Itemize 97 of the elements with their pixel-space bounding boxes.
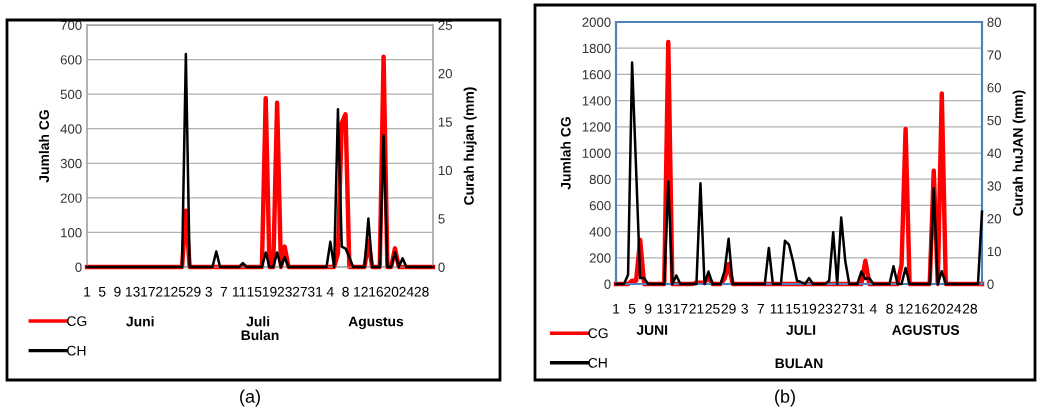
x-tick-label: 20: [930, 303, 945, 314]
y-tick-label: 1400: [582, 96, 611, 106]
y-axis-title: Jumlah CG: [38, 110, 50, 183]
x-tick-label: 31: [307, 286, 323, 297]
y2-tick-label: 5: [438, 214, 445, 224]
legend-label: CG: [588, 328, 608, 339]
text: Agustus: [348, 316, 404, 330]
x-tick-label: 3: [205, 286, 212, 297]
x-tick-label: 4: [869, 303, 877, 314]
text: Juni: [126, 316, 154, 327]
x-tick-label: 19: [262, 286, 277, 297]
y2-axis-title: Curah hujan (mm): [463, 87, 477, 205]
x-tick-label: 25: [705, 303, 720, 314]
y-tick-label: 600: [60, 55, 82, 65]
y2-tick-label: 30: [987, 181, 1002, 191]
y-tick-label: 100: [61, 228, 82, 238]
y2-tick-label: 25: [438, 20, 452, 30]
y-tick-label: 200: [60, 193, 82, 203]
x-tick-label: 11: [232, 286, 246, 297]
x-tick-label: 27: [834, 303, 849, 314]
x-tick-label: 23: [277, 286, 292, 297]
y2-tick-label: 10: [438, 165, 453, 176]
x-tick-label: 29: [186, 286, 201, 297]
x-tick-label: 4: [326, 286, 334, 297]
x-tick-label: 24: [399, 286, 414, 297]
y2-tick-label: 0: [987, 279, 994, 289]
x-tick-label: 5: [98, 286, 106, 297]
x-tick-label: 1: [613, 303, 620, 314]
y-tick-label: 600: [589, 200, 611, 211]
y2-tick-label: 50: [987, 115, 1002, 126]
x-tick-label: 7: [220, 286, 228, 297]
x-tick-label: 8: [886, 303, 893, 314]
y-tick-label: 0: [75, 262, 82, 272]
legend-label: CG: [67, 316, 87, 326]
x-tick-label: 15: [247, 286, 262, 297]
x-tick-label: 20: [384, 286, 399, 297]
y2-tick-label: 80: [987, 17, 1002, 27]
x-tick-label: 31: [850, 303, 865, 314]
y-tick-label: 200: [589, 253, 611, 263]
text: (b): [775, 389, 795, 407]
x-tick-label: 29: [721, 303, 736, 314]
x-tick-label: 16: [915, 303, 929, 314]
x-axis-title: BULAN: [775, 358, 823, 369]
text: AGUSTUS: [892, 325, 960, 335]
y2-axis-title: Curah huJAN (mm): [1012, 90, 1026, 216]
y-tick-label: 300: [60, 158, 82, 169]
y-tick-label: 1800: [582, 43, 611, 54]
x-tick-label: 27: [292, 286, 307, 297]
y-tick-label: 1000: [582, 148, 611, 158]
text: JUNI: [636, 325, 668, 335]
x-tick-label: 7: [757, 303, 764, 314]
x-tick-label: 8: [342, 286, 349, 297]
x-axis-title: Bulan: [241, 329, 279, 341]
y2-tick-label: 0: [438, 262, 445, 272]
text: JULI: [786, 325, 816, 335]
x-tick-label: 3: [741, 303, 748, 314]
y-axis-title: Jumlah CG: [560, 117, 571, 190]
y2-tick-label: 70: [987, 50, 1002, 60]
x-tick-label: 24: [946, 303, 962, 314]
x-tick-label: 25: [171, 286, 186, 297]
x-tick-label: 13: [657, 303, 672, 314]
x-tick-label: 28: [414, 286, 429, 297]
x-tick-label: 17: [141, 286, 155, 297]
y2-tick-label: 60: [987, 83, 1002, 93]
x-tick-label: 15: [786, 303, 801, 314]
legend-label: CH: [588, 357, 607, 368]
y2-tick-label: 20: [438, 68, 453, 79]
y-tick-label: 2000: [582, 17, 611, 27]
y-tick-label: 0: [604, 279, 611, 289]
y-tick-label: 400: [589, 227, 611, 237]
y-tick-label: 700: [60, 20, 82, 30]
text: Juli: [246, 316, 270, 327]
x-tick-label: 19: [802, 303, 817, 314]
x-tick-label: 9: [114, 286, 121, 297]
x-tick-label: 13: [125, 286, 140, 297]
y-tick-label: 800: [589, 174, 611, 185]
y-tick-label: 500: [60, 89, 82, 100]
y-tick-label: 400: [60, 124, 82, 134]
x-tick-label: 21: [689, 303, 704, 314]
y-tick-label: 1200: [582, 122, 611, 132]
x-tick-label: 1: [84, 286, 91, 297]
x-tick-label: 17: [673, 303, 688, 314]
x-tick-label: 9: [644, 303, 652, 314]
x-tick-label: 11: [770, 303, 784, 314]
y2-tick-label: 15: [438, 117, 452, 127]
x-tick-label: 28: [962, 303, 978, 314]
y2-tick-label: 10: [987, 246, 1002, 257]
x-tick-label: 16: [369, 286, 384, 297]
x-tick-label: 21: [156, 286, 171, 297]
text: (a): [240, 389, 260, 407]
x-tick-label: 12: [898, 303, 913, 314]
x-tick-label: 23: [818, 303, 833, 314]
x-tick-label: 5: [628, 303, 636, 314]
y-tick-label: 1600: [582, 69, 611, 80]
x-tick-label: 12: [354, 286, 368, 297]
y2-tick-label: 40: [987, 148, 1002, 158]
y2-tick-label: 20: [987, 214, 1002, 224]
